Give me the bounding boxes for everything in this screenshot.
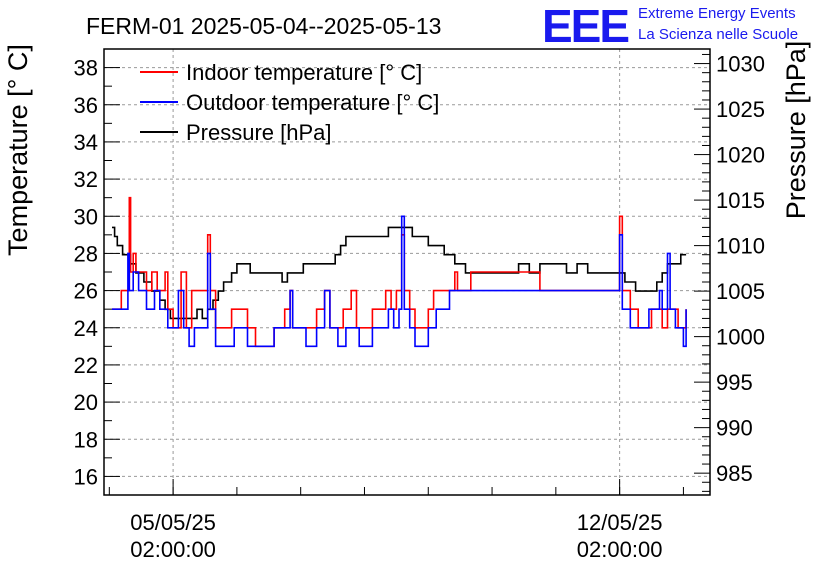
right-tick-label-6: 1015 — [716, 188, 765, 213]
legend: Indoor temperature [° C] Outdoor tempera… — [140, 60, 439, 145]
series-lines — [112, 196, 687, 348]
legend-label-outdoor: Outdoor temperature [° C] — [186, 90, 439, 115]
left-tick-label-4: 24 — [74, 316, 98, 341]
outdoor-temperature-line — [112, 215, 687, 348]
left-tick-label-2: 20 — [74, 390, 98, 415]
right-tick-label-0: 985 — [716, 461, 753, 486]
eee-logo-line2: La Scienza nelle Scuole — [638, 26, 798, 43]
eee-logo-line1: Extreme Energy Events — [638, 5, 796, 22]
right-tick-label-3: 1000 — [716, 325, 765, 350]
right-tick-label-9: 1030 — [716, 52, 765, 77]
left-tick-label-10: 36 — [74, 93, 98, 118]
pressure-line — [112, 226, 687, 320]
right-tick-label-5: 1010 — [716, 234, 765, 259]
axis-ticks: 16 18 20 22 24 26 28 30 32 34 36 38 985 990 995 1000 100… — [74, 48, 765, 562]
right-tick-label-8: 1025 — [716, 97, 765, 122]
legend-label-indoor: Indoor temperature [° C] — [186, 60, 422, 85]
left-tick-label-3: 22 — [74, 353, 98, 378]
right-tick-label-1: 990 — [716, 416, 753, 441]
chart-title: FERM-01 2025-05-04--2025-05-13 — [86, 13, 441, 39]
left-tick-label-5: 26 — [74, 279, 98, 304]
right-tick-label-7: 1020 — [716, 143, 765, 168]
right-axis-title: Pressure [hPa] — [781, 41, 811, 220]
left-tick-label-0: 16 — [74, 464, 98, 489]
left-tick-label-7: 30 — [74, 204, 98, 229]
legend-label-pressure: Pressure [hPa] — [186, 120, 332, 145]
grid — [104, 49, 710, 495]
left-tick-label-6: 28 — [74, 241, 98, 266]
right-tick-label-2: 995 — [716, 370, 753, 395]
x-tick-time-1: 02:00:00 — [577, 537, 663, 562]
x-tick-date-0: 05/05/25 — [130, 510, 216, 535]
left-tick-label-8: 32 — [74, 167, 98, 192]
left-tick-label-1: 18 — [74, 427, 98, 452]
x-tick-time-0: 02:00:00 — [130, 537, 216, 562]
left-axis-title: Temperature [° C] — [3, 44, 33, 256]
eee-logo-letters: EEE — [542, 0, 628, 52]
right-tick-label-4: 1005 — [716, 279, 765, 304]
left-tick-label-9: 34 — [74, 130, 98, 155]
left-tick-label-11: 38 — [74, 56, 98, 81]
x-tick-date-1: 12/05/25 — [577, 510, 663, 535]
eee-logo: EEE Extreme Energy Events La Scienza nel… — [542, 0, 798, 52]
